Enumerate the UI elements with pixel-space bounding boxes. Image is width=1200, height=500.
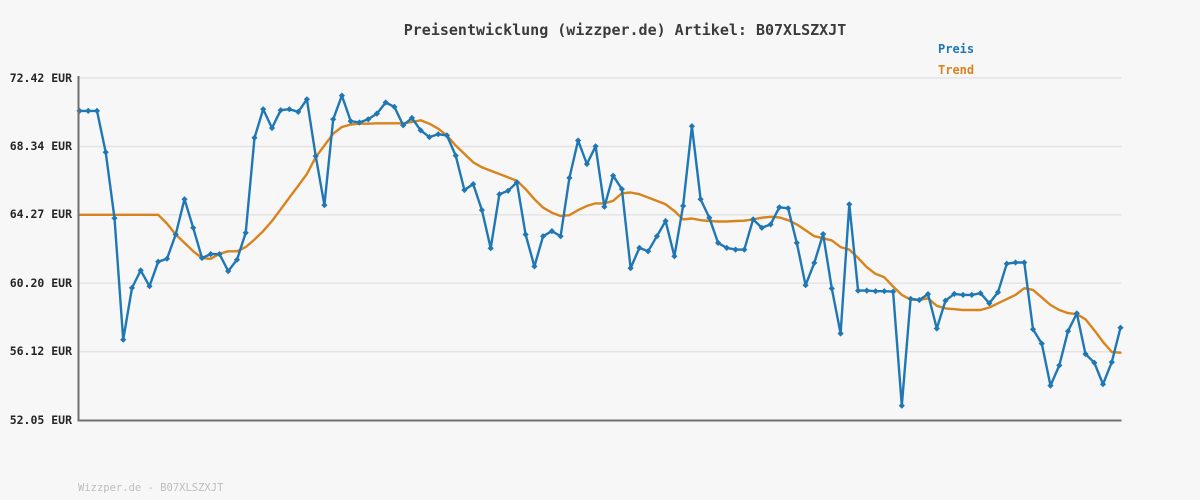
y-axis-tick-label: 68.34 EUR	[9, 139, 72, 153]
chart-title: Preisentwicklung (wizzper.de) Artikel: B…	[403, 21, 847, 39]
legend-label-trend: Trend	[938, 63, 975, 77]
legend-item-trend: Trend	[938, 60, 974, 81]
y-axis-tick-label: 72.42 EUR	[9, 70, 72, 85]
footer-watermark: Wizzper.de - B07XLSZXJT	[78, 482, 224, 494]
trend-line	[78, 119, 1122, 354]
y-axis-tick-label: 60.20 EUR	[9, 275, 72, 290]
y-axis-tick-label: 56.12 EUR	[9, 344, 72, 359]
y-axis-tick-label: 64.27 EUR	[9, 207, 72, 222]
legend-item-preis: Preis	[938, 39, 974, 60]
chart-legend: Preis Trend	[938, 39, 974, 81]
legend-label-preis: Preis	[938, 42, 975, 56]
y-axis-tick-label: 52.05 EUR	[9, 412, 72, 427]
